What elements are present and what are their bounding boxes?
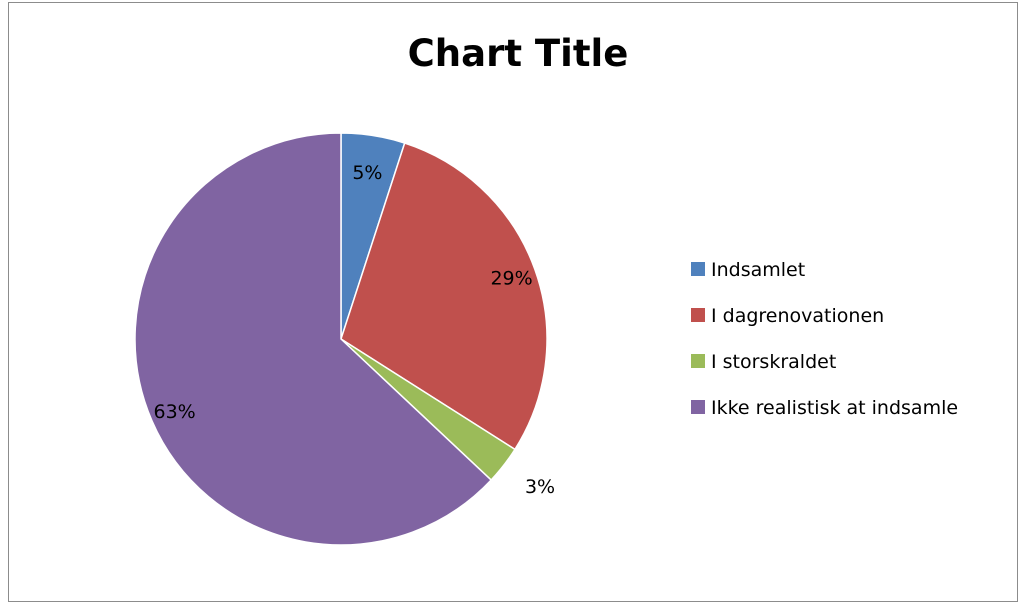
data-label-3: 3%	[525, 476, 555, 498]
data-label-2: 29%	[490, 268, 532, 290]
chart-title: Chart Title	[408, 32, 629, 75]
data-label-4: 63%	[154, 401, 196, 423]
pie-slices	[134, 132, 548, 546]
pie-chart: Chart Title 5% 29% 3% 63% Indsamlet I dagren…	[134, 32, 958, 546]
legend-label-4: Ikke realistisk at indsamle	[711, 397, 958, 419]
legend-label-2: I dagrenovationen	[711, 305, 884, 327]
data-label-1: 5%	[352, 162, 382, 184]
legend-swatch-4	[691, 400, 705, 414]
legend-swatch-2	[691, 308, 705, 322]
legend-swatch-1	[691, 262, 705, 276]
pie-data-labels: 5% 29% 3% 63%	[154, 162, 556, 498]
pie-slice-4	[134, 132, 493, 546]
legend-label-3: I storskraldet	[711, 351, 836, 373]
legend: Indsamlet I dagrenovationen I storskraldet…	[691, 259, 958, 419]
legend-swatch-3	[691, 354, 705, 368]
pie-slice-2	[340, 142, 548, 451]
legend-label-1: Indsamlet	[711, 259, 805, 281]
